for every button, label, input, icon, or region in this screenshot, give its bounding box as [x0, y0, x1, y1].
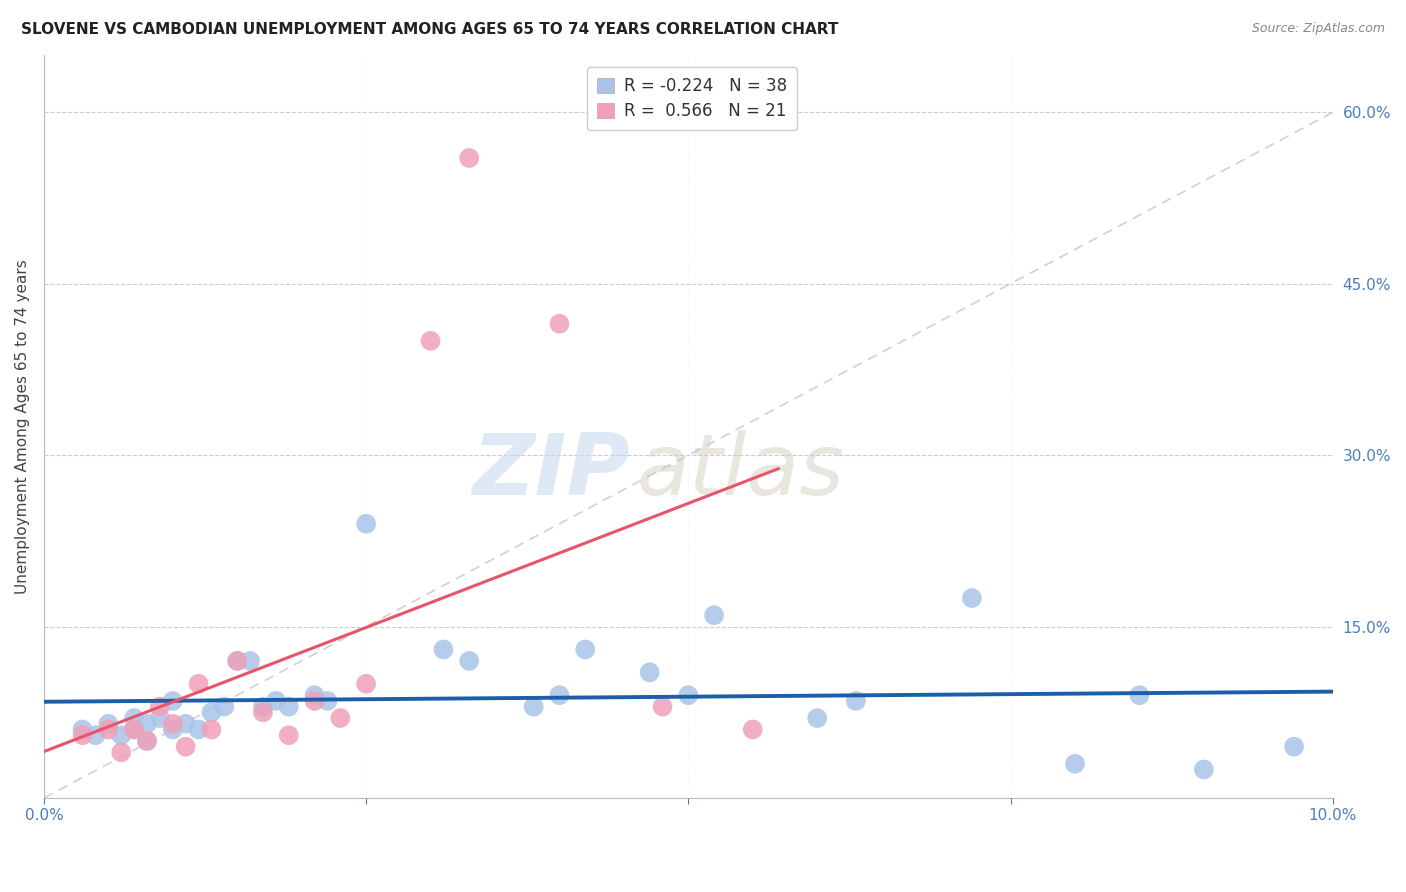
Point	[149, 711, 172, 725]
Point	[162, 723, 184, 737]
Point	[72, 728, 94, 742]
Point	[122, 723, 145, 737]
Point	[72, 723, 94, 737]
Point	[1064, 756, 1087, 771]
Point	[703, 608, 725, 623]
Point	[419, 334, 441, 348]
Point	[239, 654, 262, 668]
Point	[187, 677, 209, 691]
Point	[548, 688, 571, 702]
Point	[678, 688, 700, 702]
Point	[651, 699, 673, 714]
Point	[638, 665, 661, 680]
Point	[277, 699, 299, 714]
Point	[214, 699, 236, 714]
Legend: R = -0.224   N = 38, R =  0.566   N = 21: R = -0.224 N = 38, R = 0.566 N = 21	[588, 67, 797, 130]
Point	[845, 694, 868, 708]
Text: atlas: atlas	[637, 430, 845, 513]
Point	[277, 728, 299, 742]
Point	[1282, 739, 1305, 754]
Point	[458, 151, 481, 165]
Point	[187, 723, 209, 737]
Point	[329, 711, 352, 725]
Point	[174, 716, 197, 731]
Point	[574, 642, 596, 657]
Point	[97, 716, 120, 731]
Point	[226, 654, 249, 668]
Point	[304, 694, 326, 708]
Point	[960, 591, 983, 605]
Point	[354, 516, 377, 531]
Y-axis label: Unemployment Among Ages 65 to 74 years: Unemployment Among Ages 65 to 74 years	[15, 260, 30, 594]
Point	[252, 699, 274, 714]
Point	[1192, 763, 1215, 777]
Point	[354, 677, 377, 691]
Point	[264, 694, 287, 708]
Point	[458, 654, 481, 668]
Text: SLOVENE VS CAMBODIAN UNEMPLOYMENT AMONG AGES 65 TO 74 YEARS CORRELATION CHART: SLOVENE VS CAMBODIAN UNEMPLOYMENT AMONG …	[21, 22, 838, 37]
Text: Source: ZipAtlas.com: Source: ZipAtlas.com	[1251, 22, 1385, 36]
Point	[162, 716, 184, 731]
Point	[200, 723, 222, 737]
Point	[200, 706, 222, 720]
Point	[316, 694, 339, 708]
Point	[97, 723, 120, 737]
Point	[136, 716, 159, 731]
Point	[806, 711, 828, 725]
Point	[1128, 688, 1150, 702]
Text: ZIP: ZIP	[472, 430, 630, 513]
Point	[226, 654, 249, 668]
Point	[110, 745, 132, 759]
Point	[174, 739, 197, 754]
Point	[84, 728, 107, 742]
Point	[110, 728, 132, 742]
Point	[252, 706, 274, 720]
Point	[122, 711, 145, 725]
Point	[741, 723, 763, 737]
Point	[122, 723, 145, 737]
Point	[162, 694, 184, 708]
Point	[149, 699, 172, 714]
Point	[136, 734, 159, 748]
Point	[136, 734, 159, 748]
Point	[304, 688, 326, 702]
Point	[432, 642, 454, 657]
Point	[548, 317, 571, 331]
Point	[523, 699, 546, 714]
